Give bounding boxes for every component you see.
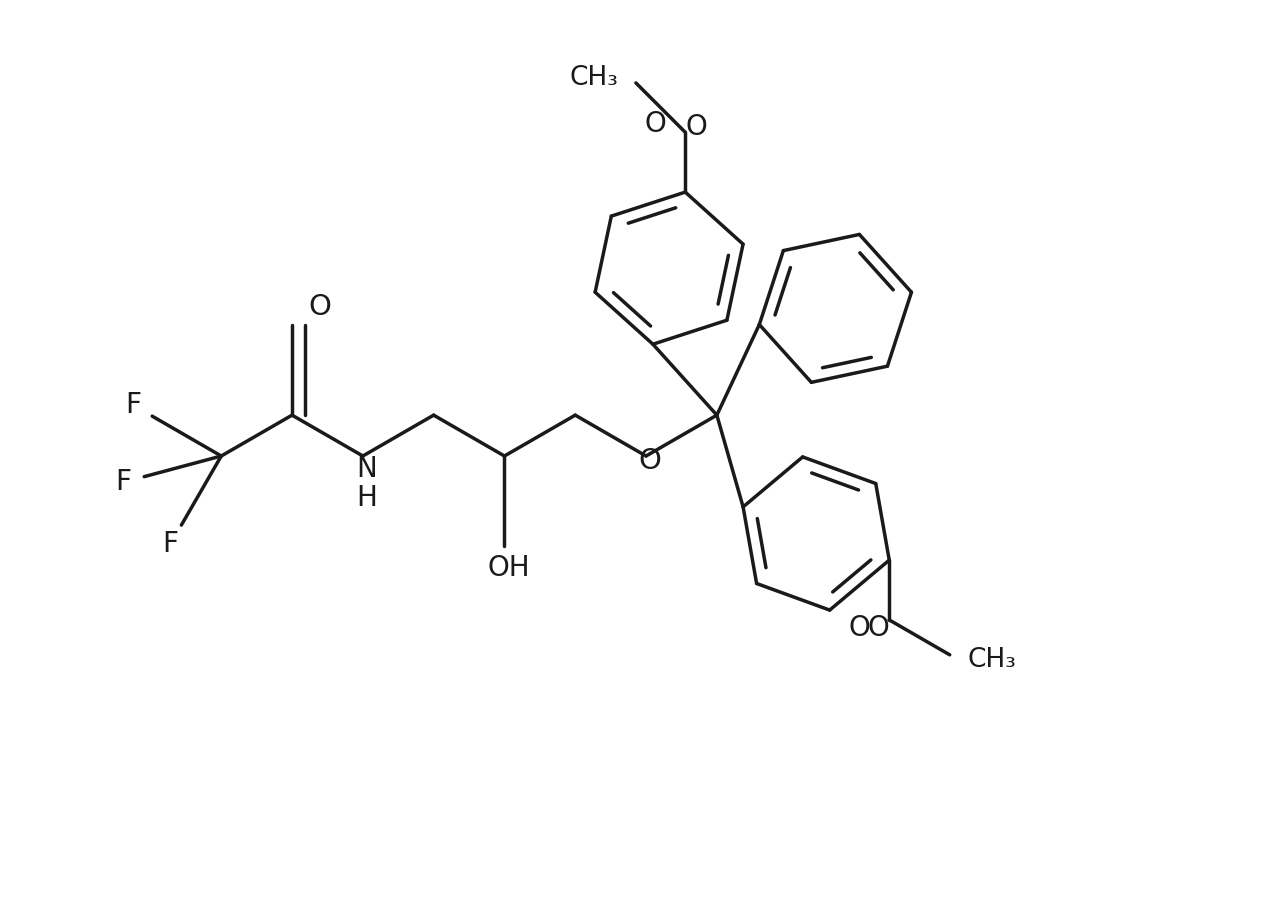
Text: CH₃: CH₃ bbox=[968, 647, 1016, 673]
Text: F: F bbox=[163, 530, 178, 558]
Text: O: O bbox=[867, 614, 889, 642]
Text: OH: OH bbox=[488, 554, 530, 582]
Text: O: O bbox=[686, 113, 707, 141]
Text: H: H bbox=[357, 484, 377, 512]
Text: O: O bbox=[309, 294, 331, 321]
Text: O: O bbox=[848, 614, 870, 642]
Text: O: O bbox=[644, 110, 667, 139]
Text: O: O bbox=[639, 447, 662, 475]
Text: F: F bbox=[126, 391, 141, 420]
Text: F: F bbox=[116, 468, 131, 497]
Text: N: N bbox=[357, 455, 377, 483]
Text: CH₃: CH₃ bbox=[570, 65, 618, 91]
